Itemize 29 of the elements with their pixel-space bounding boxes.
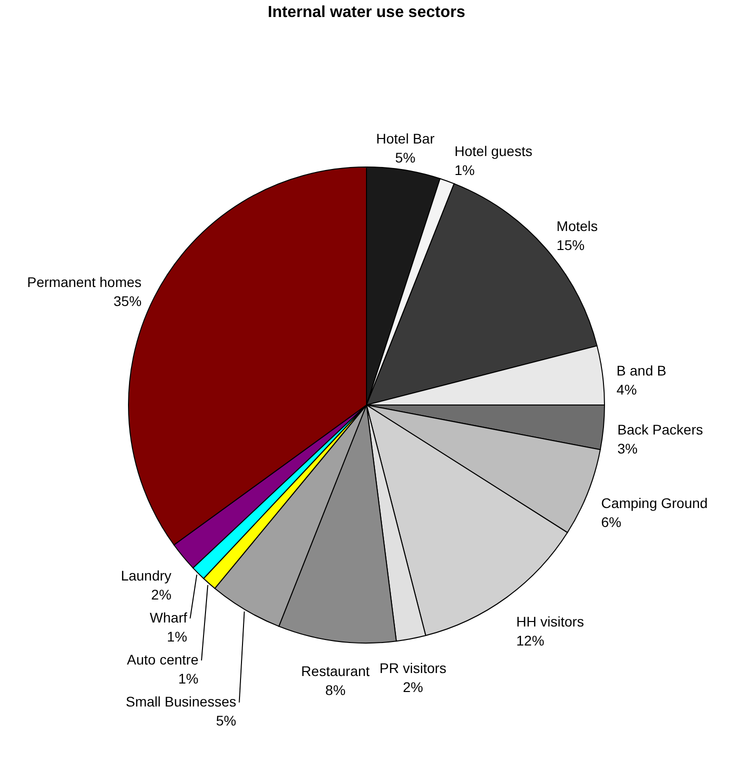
data-label: 5% xyxy=(216,712,236,728)
slice-label: HH visitors xyxy=(516,614,584,630)
slice-label: Laundry xyxy=(120,567,172,584)
data-label: 12% xyxy=(516,632,544,649)
slice-label: PR visitors xyxy=(380,660,446,676)
slice-label: Camping Ground xyxy=(601,495,708,512)
slice-label: Wharf xyxy=(150,609,188,626)
data-label: 2% xyxy=(402,679,424,696)
data-label: 8% xyxy=(325,682,346,698)
slice-label: B and B xyxy=(616,362,666,378)
slice-label: Hotel Bar xyxy=(376,130,435,146)
data-label: 1% xyxy=(454,162,475,178)
data-label: 35% xyxy=(114,292,142,309)
data-label: 1% xyxy=(178,670,198,686)
data-label: 4% xyxy=(616,381,637,398)
slice-label: Permanent homes xyxy=(27,274,142,290)
slice-label: Auto centre xyxy=(126,651,199,668)
slice-label: Motels xyxy=(556,218,598,234)
slice-label: Hotel guests xyxy=(454,142,532,159)
data-label: 2% xyxy=(151,586,172,602)
data-label: 1% xyxy=(166,628,188,644)
data-label: 15% xyxy=(556,237,585,254)
data-label: 3% xyxy=(617,440,638,456)
data-label: 5% xyxy=(395,149,416,166)
data-label: 6% xyxy=(601,514,622,530)
slice-label: Restaurant xyxy=(301,662,370,679)
chart-title: Internal water use sectors xyxy=(268,4,466,21)
slice-label: Small Businesses xyxy=(126,693,236,710)
slice-label: Back Packers xyxy=(617,421,703,438)
